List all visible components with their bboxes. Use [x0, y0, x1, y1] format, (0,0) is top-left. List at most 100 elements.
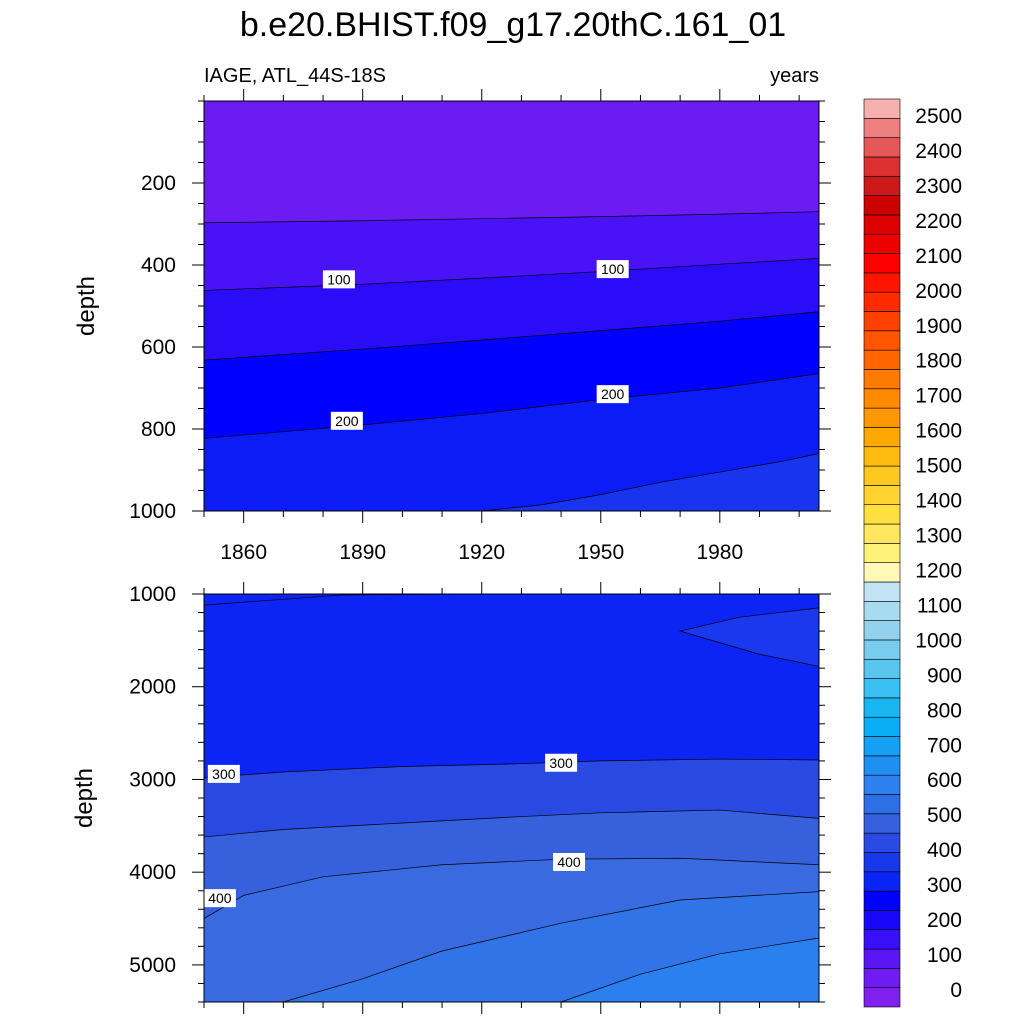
contour-line: [283, 891, 819, 1002]
contour-line: [560, 937, 819, 1002]
colorbar-label: 1600: [915, 420, 962, 443]
colorbar-box: [863, 929, 901, 950]
colorbar-box: [863, 465, 901, 486]
colorbar-box: [863, 523, 901, 544]
svg-text:400: 400: [557, 854, 581, 870]
colorbar-box: [863, 195, 901, 216]
contour-label: 100: [596, 260, 629, 279]
colorbar-box: [863, 369, 901, 390]
colorbar-box: [863, 388, 901, 409]
y-tick-label: 5000: [129, 954, 176, 977]
y-tick-label: 4000: [129, 861, 176, 884]
colorbar-box: [863, 118, 901, 138]
y-tick-label: 600: [141, 336, 176, 359]
colorbar-label: 2500: [915, 105, 962, 128]
contour-band: [678, 607, 819, 667]
colorbar-box: [863, 871, 901, 892]
colorbar-label: 1200: [915, 559, 962, 582]
svg-text:300: 300: [549, 755, 573, 771]
colorbar-box: [863, 253, 901, 274]
contour-band: [481, 453, 819, 511]
y-tick-label: 3000: [129, 768, 176, 791]
colorbar-label: 400: [927, 839, 962, 862]
y-tick-label: 400: [141, 254, 176, 277]
svg-text:400: 400: [208, 890, 232, 906]
colorbar-box: [863, 311, 901, 332]
colorbar-box: [863, 600, 901, 621]
colorbar-box: [863, 175, 901, 196]
colorbar-box: [863, 214, 901, 235]
colorbar-box: [863, 852, 901, 873]
colorbar-box: [863, 910, 901, 931]
colorbar-box: [863, 349, 901, 370]
colorbar-box: [863, 716, 901, 737]
colorbar-box: [863, 890, 901, 911]
contour-line: [204, 211, 819, 224]
colorbar-box: [863, 697, 901, 718]
contour-band: [204, 373, 819, 511]
colorbar-box: [863, 794, 901, 815]
colorbar-box: [863, 407, 901, 428]
contour-label: 400: [204, 889, 236, 908]
colorbar-label: 2000: [915, 280, 962, 303]
colorbar-box: [863, 446, 901, 467]
colorbar-label: 300: [927, 874, 962, 897]
colorbar-box: [863, 813, 901, 834]
contour-line: [204, 809, 819, 838]
colorbar-box: [863, 272, 901, 293]
colorbar-label: 1500: [915, 455, 962, 478]
colorbar-box: [863, 639, 901, 660]
contour-band: [561, 938, 819, 1002]
units-string: years: [770, 65, 819, 87]
colorbar-box: [863, 987, 901, 1008]
colorbar-label: 2200: [915, 210, 962, 233]
colorbar-label: 2100: [915, 245, 962, 268]
colorbar-box: [863, 832, 901, 853]
x-tick-label: 1950: [577, 541, 624, 564]
x-tick-label: 1860: [220, 541, 267, 564]
contour-line: [204, 857, 819, 919]
colorbar-box: [863, 620, 901, 641]
contour-label: 300: [545, 753, 578, 772]
contour-line: [204, 311, 819, 361]
colorbar-box: [863, 948, 901, 969]
x-tick-label: 1920: [458, 541, 505, 564]
colorbar-label: 1900: [915, 315, 962, 338]
svg-text:100: 100: [327, 271, 351, 287]
figure-title: b.e20.BHIST.f09_g17.20thC.161_01: [240, 6, 786, 44]
colorbar-box: [863, 98, 901, 119]
y-tick-label: 2000: [129, 676, 176, 699]
colorbar-label: 2300: [915, 175, 962, 198]
colorbar-box: [863, 968, 901, 988]
x-tick-label: 1980: [696, 541, 743, 564]
left-string: IAGE, ATL_44S-18S: [204, 65, 386, 87]
svg-text:200: 200: [601, 386, 625, 402]
colorbar-box: [863, 156, 901, 177]
colorbar-label: 100: [927, 944, 962, 967]
colorbar-label: 1300: [915, 525, 962, 548]
colorbar-box: [863, 504, 901, 525]
colorbar-box: [863, 581, 901, 602]
colorbar-label: 900: [927, 664, 962, 687]
colorbar-box: [863, 755, 901, 776]
upper-panel: 100 100 200 200 1860 1890 1920 1950 1980 200 400 60…: [73, 89, 831, 564]
colorbar-box: [863, 233, 901, 254]
colorbar-box: [863, 427, 901, 448]
colorbar-label: 800: [927, 699, 962, 722]
colorbar-label: 0: [950, 979, 962, 1002]
colorbar-box: [863, 330, 901, 351]
contour-label: 400: [553, 852, 586, 871]
contour-line: [204, 758, 819, 778]
colorbar-box: [863, 137, 901, 158]
contour-label: 200: [596, 385, 629, 404]
colorbar-label: 1100: [917, 594, 962, 617]
y-axis-label: depth: [71, 768, 98, 828]
lower-panel: 300 300 400 400 1000 2000 3000 4000 5000 depth: [71, 582, 831, 1014]
colorbar-box: [863, 658, 901, 679]
colorbar-label: 1700: [915, 385, 962, 408]
colorbar-box: [863, 543, 901, 563]
colorbar-box: [863, 774, 901, 795]
y-tick-label: 1000: [129, 500, 176, 523]
colorbar-label: 500: [927, 804, 962, 827]
